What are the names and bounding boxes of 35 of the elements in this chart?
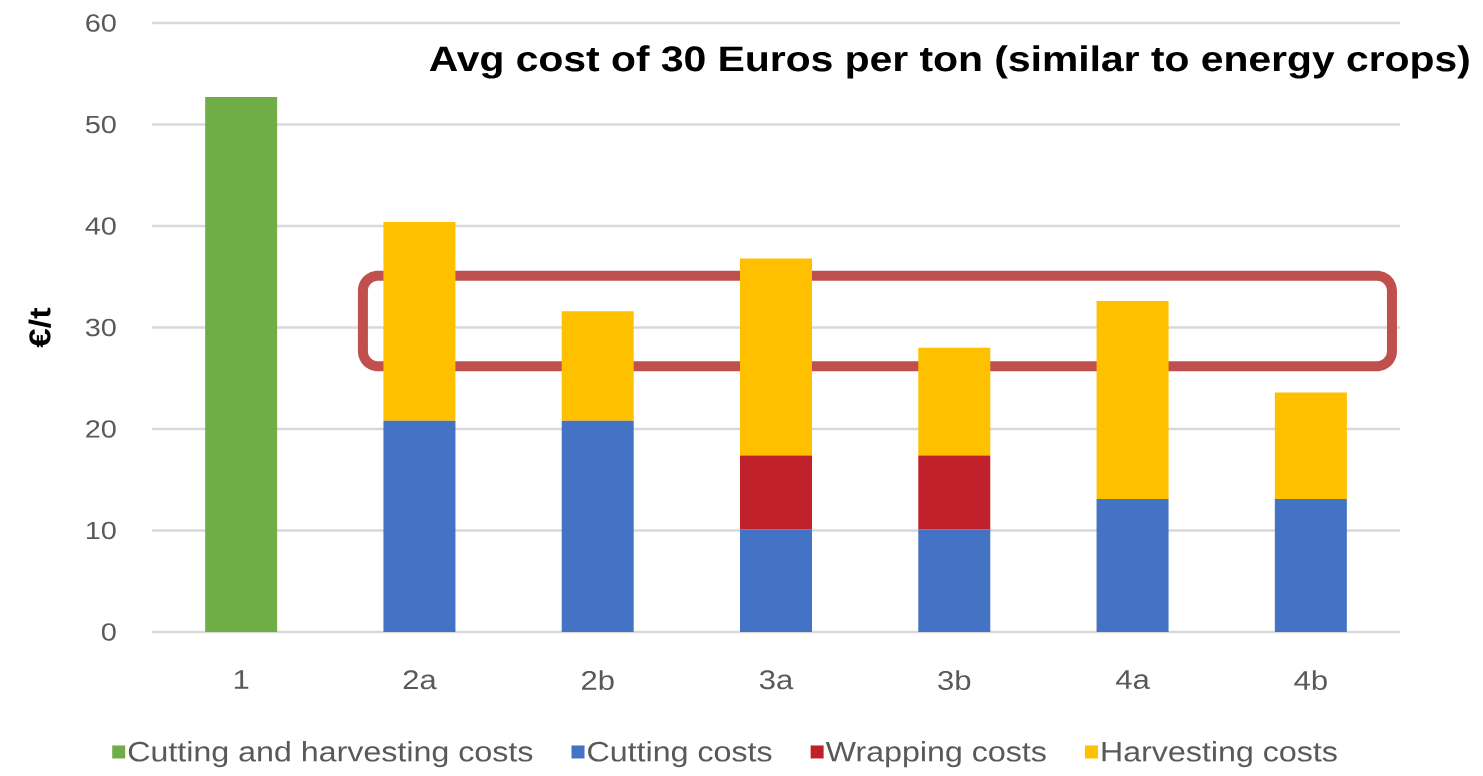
- bar: [1096, 301, 1169, 500]
- bar: [918, 347, 991, 456]
- bar: [383, 420, 456, 632]
- x-tick-label: 1: [234, 670, 249, 689]
- bar: [918, 455, 991, 530]
- bar: [383, 221, 456, 421]
- bar: [561, 420, 634, 632]
- x-tick-label: 3b: [938, 670, 971, 691]
- y-tick-label: 50: [85, 115, 116, 134]
- bar: [205, 97, 278, 632]
- bar: [918, 529, 991, 632]
- y-tick-label: 40: [85, 217, 116, 235]
- x-tick-label: 2b: [582, 670, 614, 691]
- bar: [740, 455, 812, 530]
- bar: [740, 529, 812, 632]
- y-tick-label: 10: [87, 521, 116, 540]
- legend-label: Wrapping costs: [825, 741, 1046, 768]
- bar: [1096, 499, 1169, 632]
- bar: [1274, 392, 1347, 500]
- bar: [740, 258, 812, 456]
- x-tick-label: 2a: [403, 670, 437, 690]
- x-tick-label: 4b: [1294, 670, 1327, 691]
- y-tick-label: 20: [86, 420, 116, 438]
- bar: [561, 311, 634, 421]
- y-tick-label: 30: [85, 318, 116, 337]
- legend-label: Cutting and harvesting costs: [128, 741, 533, 768]
- bar: [1274, 499, 1347, 632]
- legend-label: Cutting costs: [588, 741, 772, 768]
- y-axis-title: €/t: [28, 307, 51, 348]
- y-tick-label: 0: [101, 623, 116, 641]
- annotation: Avg cost of 30 Euros per ton (similar to energy crops): [429, 45, 1469, 79]
- x-tick-label: 3a: [759, 670, 794, 690]
- y-tick-label: 60: [86, 14, 116, 32]
- x-tick-label: 4a: [1116, 670, 1150, 690]
- legend-label: Harvesting costs: [1102, 741, 1337, 768]
